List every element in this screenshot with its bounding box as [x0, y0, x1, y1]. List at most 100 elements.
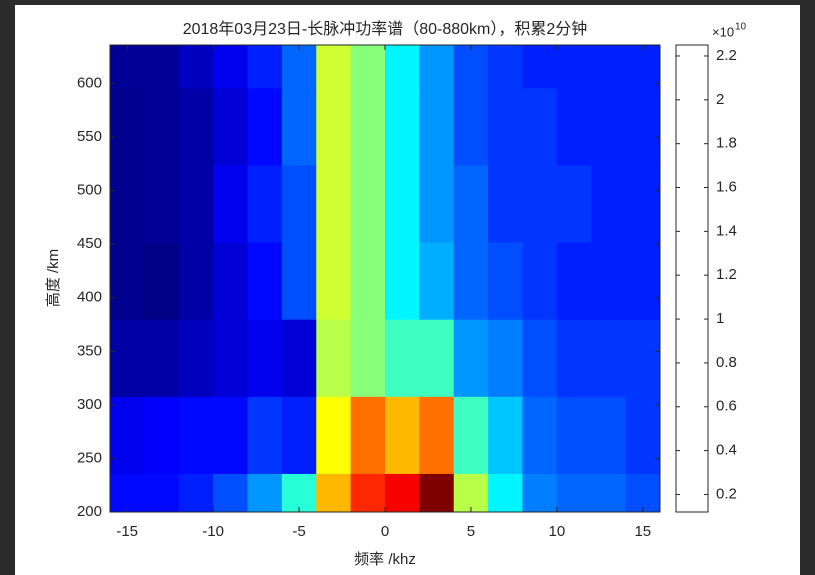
- heatmap-cell: [144, 473, 180, 513]
- heatmap-cell: [385, 396, 420, 474]
- colorbar-tick-label: 1: [716, 310, 724, 327]
- heatmap-cell: [591, 396, 627, 474]
- heatmap-cell: [247, 87, 283, 166]
- heatmap-cell: [488, 319, 523, 397]
- heatmap-cell: [213, 87, 248, 166]
- x-axis-label: 频率 /khz: [354, 551, 416, 568]
- heatmap-cell: [281, 396, 317, 474]
- y-tick-label: 200: [77, 503, 102, 520]
- heatmap-cell: [488, 473, 523, 513]
- heatmap-cell: [144, 87, 180, 166]
- colorbar-frame: [675, 44, 709, 513]
- heatmap-cell: [453, 319, 489, 397]
- heatmap-cell: [453, 396, 489, 474]
- heatmap-cell: [178, 164, 214, 243]
- heatmap-cell: [453, 242, 489, 320]
- heatmap-cell: [281, 242, 317, 320]
- heatmap-cell: [419, 396, 455, 474]
- heatmap-cell: [178, 242, 214, 320]
- heatmap-cell: [385, 164, 420, 243]
- heatmap-cell: [488, 396, 523, 474]
- heatmap-cell: [144, 396, 180, 474]
- heatmap-cell: [350, 87, 386, 166]
- x-tick-label: 10: [549, 523, 566, 540]
- heatmap-cell: [591, 164, 627, 243]
- heatmap-cell: [625, 319, 661, 397]
- x-tick-label: -15: [116, 523, 138, 540]
- heatmap-cell: [213, 45, 248, 89]
- heatmap-cell: [213, 164, 248, 243]
- y-tick-label: 450: [77, 235, 102, 252]
- heatmap-cell: [625, 396, 661, 474]
- heatmap-cell: [178, 473, 214, 513]
- heatmap-cell: [281, 45, 317, 89]
- heatmap-cell: [453, 87, 489, 166]
- heatmap-cell: [281, 319, 317, 397]
- heatmap-cell: [213, 319, 248, 397]
- heatmap-cell: [350, 45, 386, 89]
- chart-title: 2018年03月23日-长脉冲功率谱（80-880km），积累2分钟: [183, 20, 588, 38]
- heatmap-cell: [281, 164, 317, 243]
- heatmap-cell: [110, 242, 145, 320]
- heatmap-cell: [385, 242, 420, 320]
- heatmap-cell: [419, 87, 455, 166]
- heatmap-cell: [488, 164, 523, 243]
- heatmap-cell: [316, 45, 352, 89]
- colorbar-tick-label: 0.6: [716, 398, 737, 415]
- heatmap-cell: [625, 473, 661, 513]
- heatmap-cell: [522, 87, 558, 166]
- colorbar-tick-label: 1.4: [716, 222, 737, 239]
- heatmap-cell: [419, 164, 455, 243]
- heatmap-cell: [453, 45, 489, 89]
- heatmap-cell: [556, 242, 592, 320]
- heatmap-cell: [556, 164, 592, 243]
- heatmap-cell: [213, 242, 248, 320]
- colorbar-tick-label: 0.2: [716, 485, 737, 502]
- heatmap-cell: [110, 87, 145, 166]
- colorbar-tick-label: 0.8: [716, 354, 737, 371]
- heatmap-cell: [625, 242, 661, 320]
- heatmap-cell: [591, 45, 627, 89]
- colorbar-tick-label: 1.2: [716, 266, 737, 283]
- heatmap-cell: [110, 396, 145, 474]
- x-tick-label: 0: [381, 523, 389, 540]
- y-tick-label: 350: [77, 342, 102, 359]
- x-tick-label: 15: [634, 523, 651, 540]
- heatmap-cell: [419, 242, 455, 320]
- heatmap-cell: [178, 319, 214, 397]
- heatmap-cell: [247, 45, 283, 89]
- heatmap-cell: [178, 396, 214, 474]
- heatmap-cell: [316, 242, 352, 320]
- x-tick-label: -5: [292, 523, 305, 540]
- heatmap-cell: [591, 87, 627, 166]
- heatmap-cell: [488, 87, 523, 166]
- heatmap-cell: [110, 473, 145, 513]
- heatmap-cell: [213, 473, 248, 513]
- colorbar-tick-label: 2.2: [716, 47, 737, 64]
- heatmap-cell: [556, 319, 592, 397]
- y-tick-label: 500: [77, 182, 102, 199]
- heatmap-cell: [110, 164, 145, 243]
- heatmap-cell: [144, 319, 180, 397]
- colorbar-tick-label: 1.6: [716, 178, 737, 195]
- heatmap-cell: [488, 45, 523, 89]
- heatmap-cell: [110, 45, 145, 89]
- y-tick-label: 600: [77, 75, 102, 92]
- heatmap-cell: [281, 87, 317, 166]
- heatmap-cell: [453, 164, 489, 243]
- heatmap-cell: [350, 396, 386, 474]
- heatmap-cell: [453, 473, 489, 513]
- heatmap-cell: [591, 319, 627, 397]
- heatmap-cell: [625, 87, 661, 166]
- heatmap-cell: [247, 396, 283, 474]
- heatmap-cell: [281, 473, 317, 513]
- heatmap-cell: [419, 319, 455, 397]
- heatmap-cell: [316, 473, 352, 513]
- heatmap-cell: [419, 45, 455, 89]
- heatmap-cell: [556, 87, 592, 166]
- heatmap-cell: [419, 473, 455, 513]
- y-tick-label: 550: [77, 128, 102, 145]
- heatmap-cell: [625, 164, 661, 243]
